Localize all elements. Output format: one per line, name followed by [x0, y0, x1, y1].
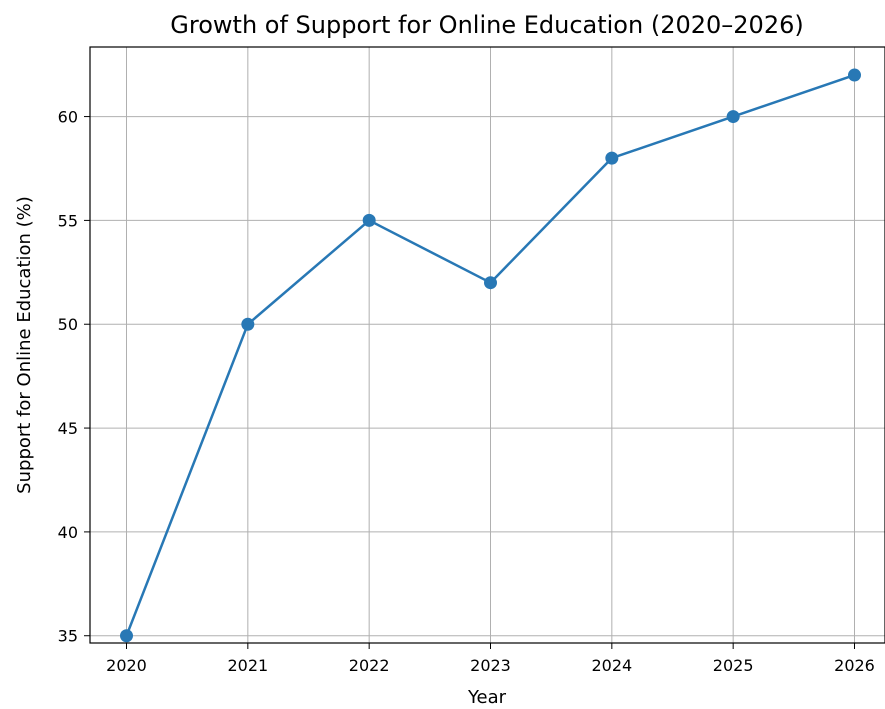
data-point-2025: [726, 110, 740, 124]
data-point-2020: [120, 629, 133, 643]
x-tick-label-2020: 2020: [106, 656, 147, 675]
y-tick-label-45: 45: [58, 419, 78, 438]
plot-area-frame: [89, 46, 885, 644]
x-axis-ticks: 2020 2021 2022 2023 2024 2025 2026: [106, 643, 875, 675]
data-point-2026: [848, 68, 861, 82]
data-point-2021: [241, 317, 255, 331]
y-tick-label-55: 55: [58, 211, 78, 230]
data-point-2023: [484, 276, 497, 290]
x-tick-label-2022: 2022: [349, 656, 390, 675]
chart-title: Growth of Support for Online Education (…: [170, 11, 803, 39]
series-layer: [120, 68, 861, 643]
x-tick-label-2021: 2021: [227, 656, 268, 675]
x-tick-label-2025: 2025: [713, 656, 754, 675]
y-tick-label-60: 60: [58, 108, 78, 127]
x-tick-label-2024: 2024: [591, 656, 632, 675]
x-axis-label: Year: [467, 687, 507, 708]
data-point-2024: [605, 151, 619, 165]
y-axis-ticks: 35 40 45 50 55 60: [58, 108, 90, 646]
grid: [90, 47, 885, 643]
x-tick-label-2023: 2023: [470, 656, 511, 675]
data-point-2022: [362, 213, 376, 227]
y-axis-label: Support for Online Education (%): [14, 196, 35, 494]
x-tick-label-2026: 2026: [834, 656, 875, 675]
y-tick-label-50: 50: [58, 315, 78, 334]
y-tick-label-35: 35: [58, 627, 78, 646]
y-tick-label-40: 40: [58, 523, 78, 542]
